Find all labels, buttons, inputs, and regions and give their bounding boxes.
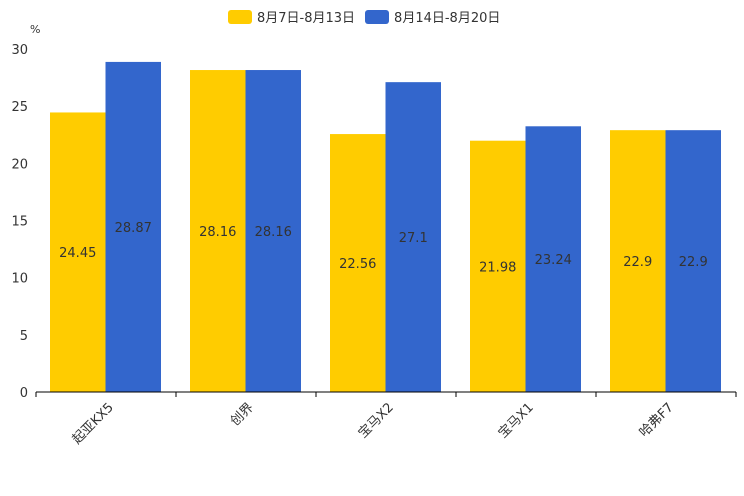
data-label: 28.87 xyxy=(115,221,152,236)
y-tick-label: 5 xyxy=(20,329,28,344)
bar-1-2 xyxy=(190,70,246,393)
x-tick-label: 起亚KX5 xyxy=(70,400,117,447)
data-label: 28.16 xyxy=(255,225,292,240)
legend-item-series-2[interactable]: 8月14日-8月20日 xyxy=(365,7,500,26)
bar-1-3 xyxy=(330,134,386,392)
legend-swatch-series-2 xyxy=(365,9,390,24)
bar-2-2 xyxy=(245,70,301,393)
y-tick-label: 10 xyxy=(11,272,28,287)
data-label: 27.1 xyxy=(399,231,428,246)
x-tick-label: 创界 xyxy=(228,400,257,429)
bar-2-3 xyxy=(385,82,441,392)
data-label: 24.45 xyxy=(59,246,96,261)
x-tick-label: 宝马X2 xyxy=(356,400,397,441)
y-axis-unit: % xyxy=(30,23,40,36)
x-tick-label: 宝马X1 xyxy=(496,400,537,441)
bar-2-5 xyxy=(665,130,721,392)
x-tick-label: 哈弗F7 xyxy=(637,400,677,440)
data-label: 22.9 xyxy=(679,255,708,270)
y-tick-label: 25 xyxy=(11,100,28,115)
legend-label-series-2: 8月14日-8月20日 xyxy=(394,11,501,26)
bar-1-5 xyxy=(610,130,666,392)
y-tick-label: 15 xyxy=(11,215,28,230)
y-tick-label: 20 xyxy=(11,157,28,172)
data-label: 22.56 xyxy=(339,257,376,272)
bar-2-4 xyxy=(525,126,581,392)
y-tick-label: 30 xyxy=(11,43,28,58)
legend-item-series-1[interactable]: 8月7日-8月13日 xyxy=(228,7,355,26)
legend: 8月7日-8月13日 8月14日-8月20日 xyxy=(228,7,510,26)
legend-swatch-series-1 xyxy=(228,9,252,24)
bar-1-4 xyxy=(470,140,526,392)
legend-label-series-1: 8月7日-8月13日 xyxy=(257,11,356,26)
data-label: 21.98 xyxy=(479,260,516,275)
bar-2-1 xyxy=(105,61,161,392)
bar-1-1 xyxy=(50,112,106,392)
data-label: 23.24 xyxy=(535,253,572,268)
data-label: 22.9 xyxy=(623,255,652,270)
data-label: 28.16 xyxy=(199,225,236,240)
y-tick-label: 0 xyxy=(20,386,28,401)
